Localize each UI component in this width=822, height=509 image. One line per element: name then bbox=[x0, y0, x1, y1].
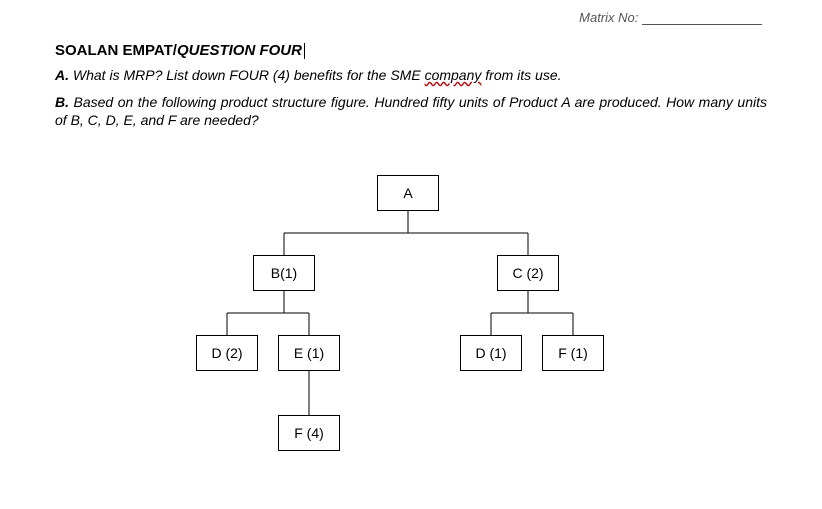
tree-node-f2: F (4) bbox=[278, 415, 340, 451]
part-a-text-before: What is MRP? List down FOUR (4) benefits… bbox=[69, 67, 425, 83]
text-cursor bbox=[304, 43, 305, 59]
tree-node-b: B(1) bbox=[253, 255, 315, 291]
matrix-no-underline bbox=[642, 24, 762, 25]
part-a-letter: A. bbox=[55, 67, 69, 83]
part-b: B. Based on the following product struct… bbox=[55, 93, 767, 129]
tree-node-f1: F (1) bbox=[542, 335, 604, 371]
product-structure-tree: A B(1) C (2) D (2) E (1) D (1) F (1) F (4) bbox=[0, 175, 822, 505]
part-b-letter: B. bbox=[55, 94, 69, 110]
tree-node-c: C (2) bbox=[497, 255, 559, 291]
part-a: A. What is MRP? List down FOUR (4) benef… bbox=[55, 67, 767, 83]
tree-node-a: A bbox=[377, 175, 439, 211]
part-a-text-after: from its use. bbox=[481, 67, 561, 83]
tree-node-e: E (1) bbox=[278, 335, 340, 371]
part-a-company: company bbox=[425, 67, 482, 83]
matrix-no-field: Matrix No: bbox=[579, 10, 762, 25]
tree-connectors bbox=[0, 175, 822, 505]
tree-node-d2: D (1) bbox=[460, 335, 522, 371]
question-heading: SOALAN EMPAT/QUESTION FOUR bbox=[55, 42, 767, 59]
heading-italic: QUESTION FOUR bbox=[177, 42, 302, 59]
question-content: SOALAN EMPAT/QUESTION FOUR A. What is MR… bbox=[55, 42, 767, 129]
tree-node-d1: D (2) bbox=[196, 335, 258, 371]
part-b-text: Based on the following product structure… bbox=[55, 94, 767, 128]
heading-plain: SOALAN EMPAT/ bbox=[55, 42, 177, 59]
matrix-no-label: Matrix No: bbox=[579, 10, 638, 25]
